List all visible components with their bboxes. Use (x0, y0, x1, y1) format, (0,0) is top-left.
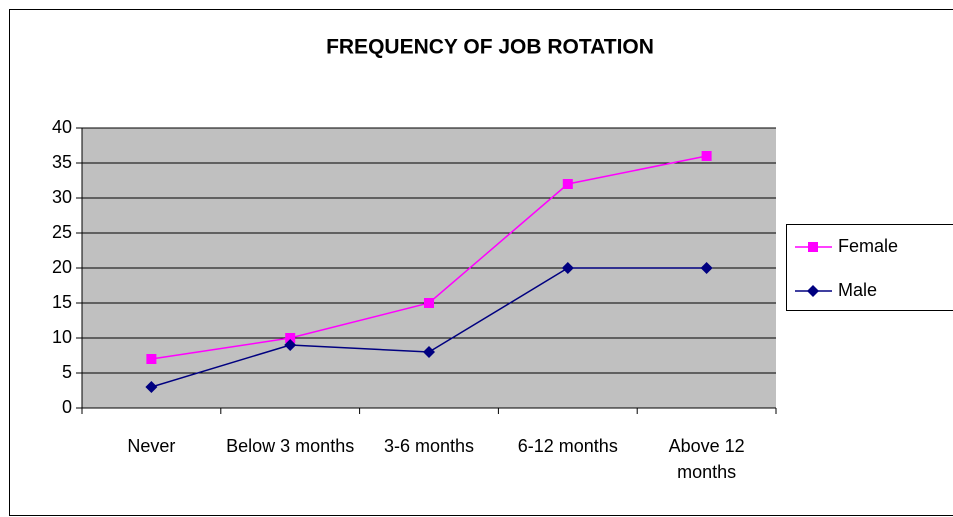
marker (423, 346, 435, 358)
y-tick-label: 35 (52, 152, 72, 172)
marker (562, 179, 573, 189)
marker (285, 333, 296, 343)
x-tick-label: 6-12 months (517, 436, 618, 456)
marker (145, 381, 158, 393)
marker (284, 339, 297, 351)
legend-box (786, 224, 953, 311)
y-tick-label: 40 (52, 117, 72, 137)
marker (424, 298, 434, 308)
x-tick-label: Never (127, 436, 176, 456)
marker (146, 354, 157, 364)
y-tick-label: 5 (62, 362, 72, 382)
marker (701, 151, 712, 161)
x-tick-label: 3-6 months (383, 436, 475, 456)
y-tick-label: 30 (52, 187, 72, 207)
marker (808, 242, 818, 252)
legend-label: Male (838, 280, 877, 300)
y-tick-label: 0 (62, 397, 72, 417)
y-tick-label: 25 (52, 222, 72, 242)
y-tick-label: 15 (52, 292, 72, 312)
legend-label: Female (838, 236, 898, 256)
x-tick-label: Above 12 months (668, 436, 745, 482)
y-tick-label: 10 (52, 327, 72, 347)
marker (807, 285, 819, 297)
marker (700, 262, 713, 274)
marker (561, 262, 574, 274)
chart-title: FREQUENCY OF JOB ROTATION (326, 36, 654, 59)
x-tick-label: Below 3 months (226, 436, 355, 456)
y-tick-label: 20 (52, 257, 72, 277)
